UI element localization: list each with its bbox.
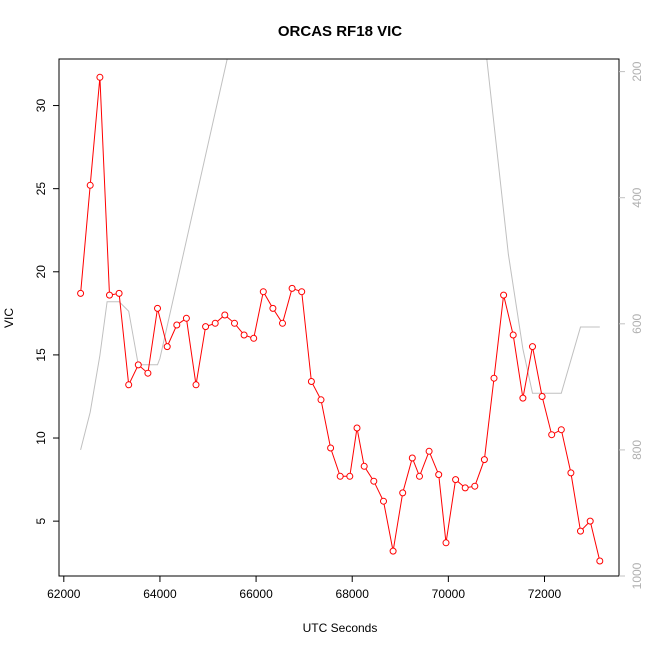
y-tick-label: 15: [34, 348, 48, 362]
vic-point: [548, 431, 556, 439]
y-tick-label: 5: [34, 517, 48, 524]
right-tick-label: 200: [630, 61, 644, 81]
vic-point: [182, 314, 190, 322]
vic-point: [86, 181, 94, 189]
vic-point: [461, 484, 469, 492]
vic-point: [370, 477, 378, 485]
vic-point: [240, 331, 248, 339]
vic-point: [134, 361, 142, 369]
vic-point: [500, 291, 508, 299]
vic-point: [399, 489, 407, 497]
vic-point: [519, 394, 527, 402]
vic-point: [269, 304, 277, 312]
vic-point: [452, 476, 460, 484]
vic-point: [192, 381, 200, 389]
vic-point: [435, 471, 443, 479]
vic-point: [250, 334, 258, 342]
vic-point: [389, 547, 397, 555]
y-tick-label: 25: [34, 182, 48, 196]
x-tick-label: 62000: [47, 587, 81, 601]
vic-point: [202, 323, 210, 331]
vic-point: [480, 456, 488, 464]
vic-point: [115, 289, 123, 297]
x-tick-label: 70000: [432, 587, 466, 601]
vic-point: [442, 539, 450, 547]
right-tick-label: 400: [630, 187, 644, 207]
right-axis: 200 400 600 800 1000: [619, 61, 644, 589]
x-axis-label: UTC Seconds: [303, 621, 378, 635]
right-tick-label: 600: [630, 313, 644, 333]
vic-point: [360, 462, 368, 470]
vic-point: [173, 321, 181, 329]
vic-point: [586, 517, 594, 525]
x-axis: 62000 64000 66000 68000 70000 72000: [47, 575, 562, 601]
vic-point: [538, 393, 546, 400]
vic-point: [231, 319, 238, 327]
vic-point: [425, 447, 433, 455]
vic-line: [80, 77, 601, 562]
vic-point: [221, 311, 229, 319]
vic-point: [490, 374, 498, 382]
vic-point: [163, 343, 171, 351]
x-tick-label: 72000: [528, 587, 562, 601]
vic-series: [77, 73, 604, 565]
vic-point: [353, 424, 361, 432]
y-tick-label: 10: [34, 431, 48, 445]
vic-point: [336, 472, 344, 480]
vic-point: [509, 331, 517, 339]
vic-point: [298, 288, 306, 296]
chart-title: ORCAS RF18 VIC: [278, 23, 402, 40]
y-axis: 5 10 15 20 25 30: [34, 99, 59, 524]
vic-point: [567, 469, 575, 477]
x-tick-label: 64000: [143, 587, 177, 601]
vic-point: [77, 289, 85, 297]
plot-frame: [58, 58, 620, 577]
vic-point: [380, 497, 387, 505]
vic-point: [317, 396, 325, 404]
vic-point: [96, 73, 104, 81]
vic-point: [144, 369, 152, 377]
vic-point: [416, 472, 423, 480]
vic-point: [471, 482, 479, 490]
vic-point: [279, 319, 286, 327]
y-axis-label: VIC: [2, 308, 16, 328]
x-tick-label: 66000: [239, 587, 273, 601]
vic-point: [106, 291, 113, 299]
vic-point: [154, 304, 161, 312]
vic-point: [557, 426, 565, 434]
right-tick-label: 800: [630, 440, 644, 460]
y-tick-label: 30: [34, 99, 48, 113]
vic-point: [577, 527, 584, 535]
vic-point: [408, 454, 416, 462]
right-tick-label: 1000: [630, 562, 644, 589]
vic-point: [529, 343, 536, 351]
vic-point: [346, 472, 354, 480]
vic-point: [327, 444, 335, 452]
vic-point: [596, 557, 604, 565]
vic-point: [288, 284, 296, 292]
y-tick-label: 20: [34, 265, 48, 279]
vic-point: [125, 381, 133, 389]
x-tick-label: 68000: [336, 587, 370, 601]
vic-point: [211, 319, 219, 327]
vic-point: [307, 378, 315, 385]
vic-point: [259, 288, 267, 296]
